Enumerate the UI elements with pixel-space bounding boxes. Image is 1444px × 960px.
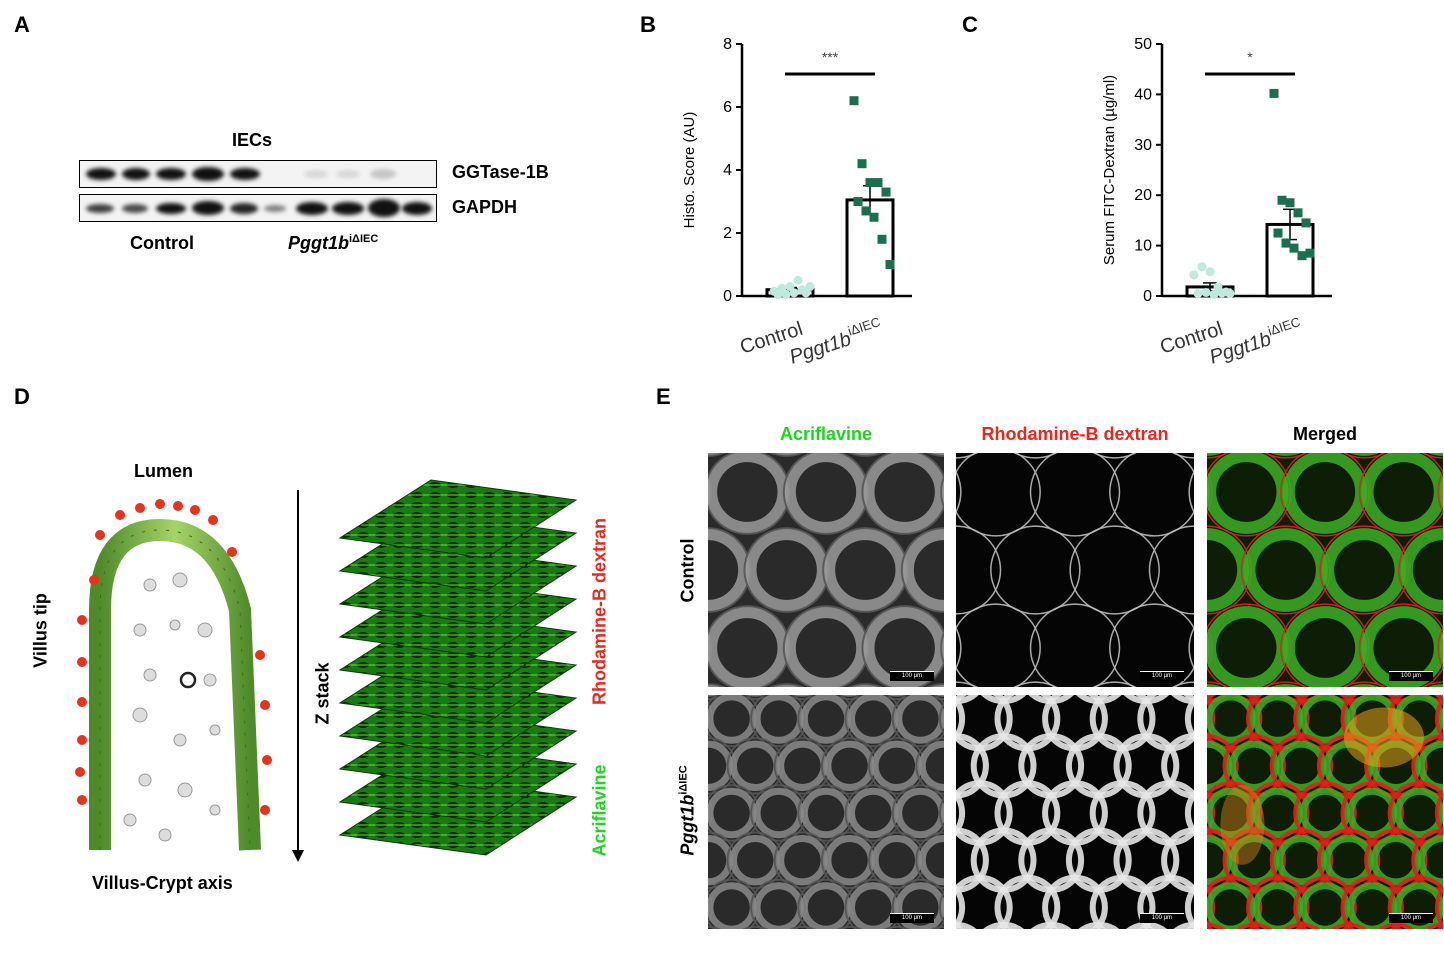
scale-bar: 100 μm: [1389, 671, 1433, 681]
data-point: [797, 285, 807, 295]
row-ko-label: Pggt1biΔIEC: [677, 765, 698, 856]
image-control-acriflavine: 100 μm: [708, 453, 944, 687]
panel-letter-e: E: [656, 384, 671, 409]
villus-tip-label: Villus tip: [30, 593, 51, 668]
scale-bar: 100 μm: [890, 913, 934, 923]
data-point: [849, 96, 859, 106]
data-point: [1293, 208, 1303, 218]
significance-label: ***: [822, 49, 839, 65]
blot-ggtase: [79, 160, 437, 188]
data-point: [1281, 238, 1291, 248]
data-point: [1197, 262, 1207, 272]
villus-diagram: [75, 499, 272, 851]
bar: [845, 198, 895, 298]
col-merged: Merged: [1292, 424, 1357, 444]
x-tick-label: Pggt1biΔIEC: [1206, 314, 1306, 369]
acriflavine-stack-label: Acriflavine: [589, 764, 610, 857]
data-point: [1289, 243, 1299, 253]
image-ko-rhodamine: 100 μm: [956, 695, 1194, 929]
data-point: [1225, 288, 1235, 298]
data-point: [1189, 270, 1199, 280]
data-point: [1277, 195, 1287, 205]
data-point: [1209, 289, 1219, 299]
data-point: [1269, 88, 1279, 98]
scale-bar: 100 μm: [1140, 913, 1184, 923]
y-tick-label: 2: [723, 225, 732, 242]
z-stack-label: Z stack: [312, 662, 333, 725]
scale-bar: 100 μm: [1389, 913, 1433, 923]
col-rhodamine: Rhodamine-B dextran: [981, 424, 1169, 444]
data-point: [1301, 218, 1311, 228]
z-stack-arrow: [292, 490, 304, 862]
y-axis-label: Histo. Score (AU): [681, 112, 698, 229]
stack-plane: [338, 479, 578, 559]
panel-letter-b: B: [640, 12, 656, 37]
rhodamine-stack-label: Rhodamine-B dextran: [589, 517, 610, 706]
blot2-label: GAPDH: [452, 197, 518, 217]
row-control-label: Control: [677, 538, 698, 603]
panel-letter-c: C: [962, 12, 978, 37]
data-point: [877, 234, 887, 244]
data-point: [805, 282, 815, 292]
data-point: [873, 178, 883, 188]
y-tick-label: 6: [723, 99, 732, 116]
scale-bar: 100 μm: [890, 671, 934, 681]
data-point: [781, 289, 791, 299]
data-point: [881, 187, 891, 197]
y-tick-label: 40: [1134, 86, 1152, 103]
data-point: [1205, 267, 1215, 277]
scale-bar: 100 μm: [1140, 671, 1184, 681]
y-tick-label: 50: [1134, 36, 1152, 53]
data-point: [1217, 288, 1227, 298]
y-tick-label: 10: [1134, 238, 1152, 255]
data-point: [853, 197, 863, 206]
image-ko-acriflavine: 100 μm: [708, 695, 944, 929]
panel-letter-a: A: [14, 12, 30, 37]
image-ko-merged: 100 μm: [1207, 695, 1443, 929]
significance-label: *: [1247, 49, 1253, 65]
panel-letter-d: D: [14, 384, 30, 409]
image-control-rhodamine: 100 μm: [956, 453, 1194, 687]
lumen-label: Lumen: [134, 461, 194, 481]
y-tick-label: 20: [1134, 187, 1152, 204]
y-tick-label: 0: [1143, 288, 1152, 305]
y-tick-label: 30: [1134, 137, 1152, 154]
y-tick-label: 4: [723, 162, 732, 179]
x-tick-label: Pggt1biΔIEC: [786, 314, 886, 369]
data-point: [869, 212, 879, 222]
data-point: [865, 178, 875, 188]
data-point: [1201, 287, 1211, 297]
group-ko-label: Pggt1biΔIEC: [288, 233, 379, 253]
data-point: [1297, 251, 1307, 261]
data-point: [857, 159, 867, 169]
blot-sample-label: IECs: [232, 130, 273, 150]
y-tick-label: 0: [723, 288, 732, 305]
data-point: [1285, 198, 1295, 208]
col-acriflavine: Acriflavine: [779, 424, 873, 444]
data-point: [789, 288, 799, 298]
blot1-label: GGTase-1B: [452, 162, 549, 182]
data-point: [1193, 288, 1203, 298]
data-point: [1273, 228, 1283, 238]
y-axis-label: Serum FITC-Dextran (µg/ml): [1101, 75, 1118, 265]
villus-crypt-label: Villus-Crypt axis: [92, 873, 233, 893]
data-point: [1305, 248, 1315, 258]
blot-gapdh: [79, 194, 437, 222]
group-control-label: Control: [130, 233, 194, 253]
data-point: [885, 260, 895, 269]
data-point: [773, 289, 783, 299]
image-control-merged: 100 μm: [1207, 453, 1443, 687]
data-point: [861, 206, 871, 216]
y-tick-label: 8: [723, 36, 732, 53]
data-point: [793, 275, 803, 285]
z-stack-planes: [338, 479, 578, 856]
